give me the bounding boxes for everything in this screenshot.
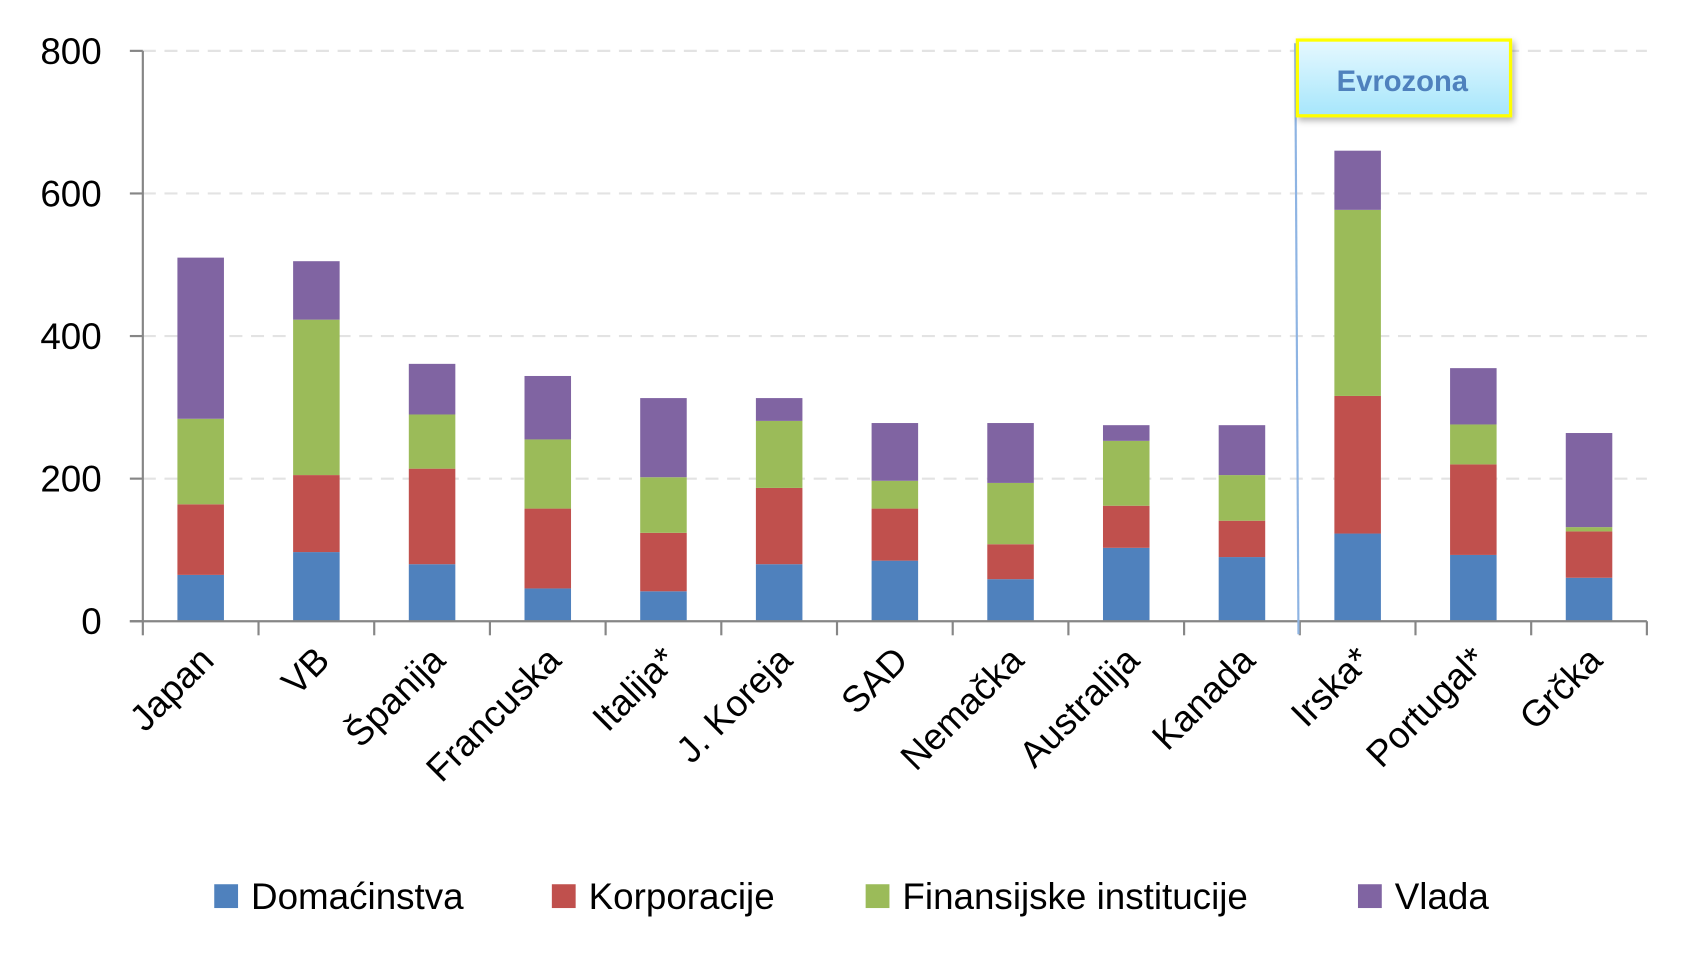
bar-segment-finansijske-institucije xyxy=(293,319,340,476)
bar-segment-vlada xyxy=(640,398,687,478)
bar-segment-korporacije xyxy=(524,508,572,589)
legend-label: Korporacije xyxy=(589,876,775,917)
eurozone-divider-line xyxy=(1294,43,1300,635)
bar-segment-vlada xyxy=(871,423,919,481)
bar-segment-domaćinstva xyxy=(1334,533,1381,622)
bar-segment-korporacije xyxy=(408,468,456,565)
x-tick-label: SAD xyxy=(833,639,915,721)
y-tick-label: 400 xyxy=(40,316,101,357)
bar-segment-domaćinstva xyxy=(293,552,340,622)
bar-segment-finansijske-institucije xyxy=(177,418,224,505)
legend-label: Finansijske institucije xyxy=(902,876,1247,917)
y-tick-label: 0 xyxy=(81,601,101,642)
bar-segment-finansijske-institucije xyxy=(755,420,803,488)
bar-segment-finansijske-institucije xyxy=(987,482,1034,545)
bar-segment-vlada xyxy=(1102,425,1150,441)
x-tick-label: J. Koreja xyxy=(668,639,800,771)
x-tick-label: Španija xyxy=(337,639,453,755)
bar-segment-vlada xyxy=(408,363,456,415)
bar-segment-vlada xyxy=(1565,433,1613,528)
eurozone-label: Evrozona xyxy=(1337,66,1469,98)
bar-segment-vlada xyxy=(755,398,803,421)
bar-segment-korporacije xyxy=(293,475,340,553)
bar-segment-korporacije xyxy=(1565,531,1613,578)
bar-segment-finansijske-institucije xyxy=(1102,440,1150,506)
bar-segment-domaćinstva xyxy=(871,560,919,622)
x-tick-label: Nemačka xyxy=(893,639,1032,778)
bar-segment-finansijske-institucije xyxy=(408,414,456,469)
y-tick-labels: 0 200 400 600 800 xyxy=(40,31,101,642)
bar-segment-finansijske-institucije xyxy=(640,477,687,533)
x-tick-label: Portugal* xyxy=(1358,639,1494,775)
legend-label: Domaćinstva xyxy=(251,876,464,917)
bar-segment-korporacije xyxy=(987,544,1034,580)
bar-segment-korporacije xyxy=(640,532,687,592)
bar-segment-finansijske-institucije xyxy=(1565,527,1613,532)
y-tick-label: 800 xyxy=(40,31,101,72)
bar-segment-finansijske-institucije xyxy=(1218,475,1266,521)
axes xyxy=(129,49,1648,636)
y-tick-label: 600 xyxy=(40,173,101,214)
bar-segment-vlada xyxy=(1450,368,1497,425)
legend-swatch xyxy=(1357,884,1382,909)
bar-segment-vlada xyxy=(177,257,224,419)
bar-segment-domaćinstva xyxy=(755,564,803,622)
bar-segment-korporacije xyxy=(1218,520,1266,558)
legend-swatch xyxy=(214,884,239,909)
bar-segment-domaćinstva xyxy=(177,574,224,622)
bar-segment-domaćinstva xyxy=(1565,577,1613,622)
bar-segment-domaćinstva xyxy=(987,579,1034,622)
bar-segment-domaćinstva xyxy=(1450,554,1497,622)
bar-segment-vlada xyxy=(1218,425,1266,476)
legend-label: Vlada xyxy=(1395,876,1490,917)
bar-segment-finansijske-institucije xyxy=(524,439,572,509)
bar-segment-domaćinstva xyxy=(1102,547,1150,622)
bar-segment-korporacije xyxy=(1102,505,1150,548)
bar-segment-vlada xyxy=(987,423,1034,483)
x-tick-label: Irska* xyxy=(1283,639,1378,734)
x-tick-label: Grčka xyxy=(1511,639,1610,738)
legend-swatch xyxy=(551,884,576,909)
gridlines xyxy=(142,49,1647,480)
x-tick-label: Australija xyxy=(1011,639,1147,775)
bar-segment-vlada xyxy=(293,261,340,320)
bar-segment-finansijske-institucije xyxy=(1450,424,1497,465)
bar-segment-korporacije xyxy=(871,508,919,561)
x-tick-label: Italija* xyxy=(584,639,684,739)
bar-segment-vlada xyxy=(1334,150,1381,210)
bar-segment-korporacije xyxy=(177,504,224,575)
bar-segment-domaćinstva xyxy=(524,588,572,622)
x-tick-label: Kanada xyxy=(1144,639,1263,758)
x-tick-label: VB xyxy=(273,639,337,703)
x-tick-label: Japan xyxy=(122,639,222,739)
bar-segment-korporacije xyxy=(755,487,803,565)
bar-segment-vlada xyxy=(524,375,572,440)
bar-segment-korporacije xyxy=(1450,464,1497,555)
legend: Domaćinstva Korporacije Finansijske instit… xyxy=(214,876,1489,917)
y-tick-label: 200 xyxy=(40,459,101,500)
bar-segment-domaćinstva xyxy=(408,564,456,622)
bar-segment-domaćinstva xyxy=(640,591,687,622)
bar-segment-korporacije xyxy=(1334,395,1381,534)
bars xyxy=(177,150,1613,622)
bar-segment-finansijske-institucije xyxy=(871,480,919,509)
legend-swatch xyxy=(865,884,890,909)
bar-segment-finansijske-institucije xyxy=(1334,209,1381,396)
eurozone-annotation: Evrozona xyxy=(1295,38,1513,118)
bar-segment-domaćinstva xyxy=(1218,557,1266,622)
